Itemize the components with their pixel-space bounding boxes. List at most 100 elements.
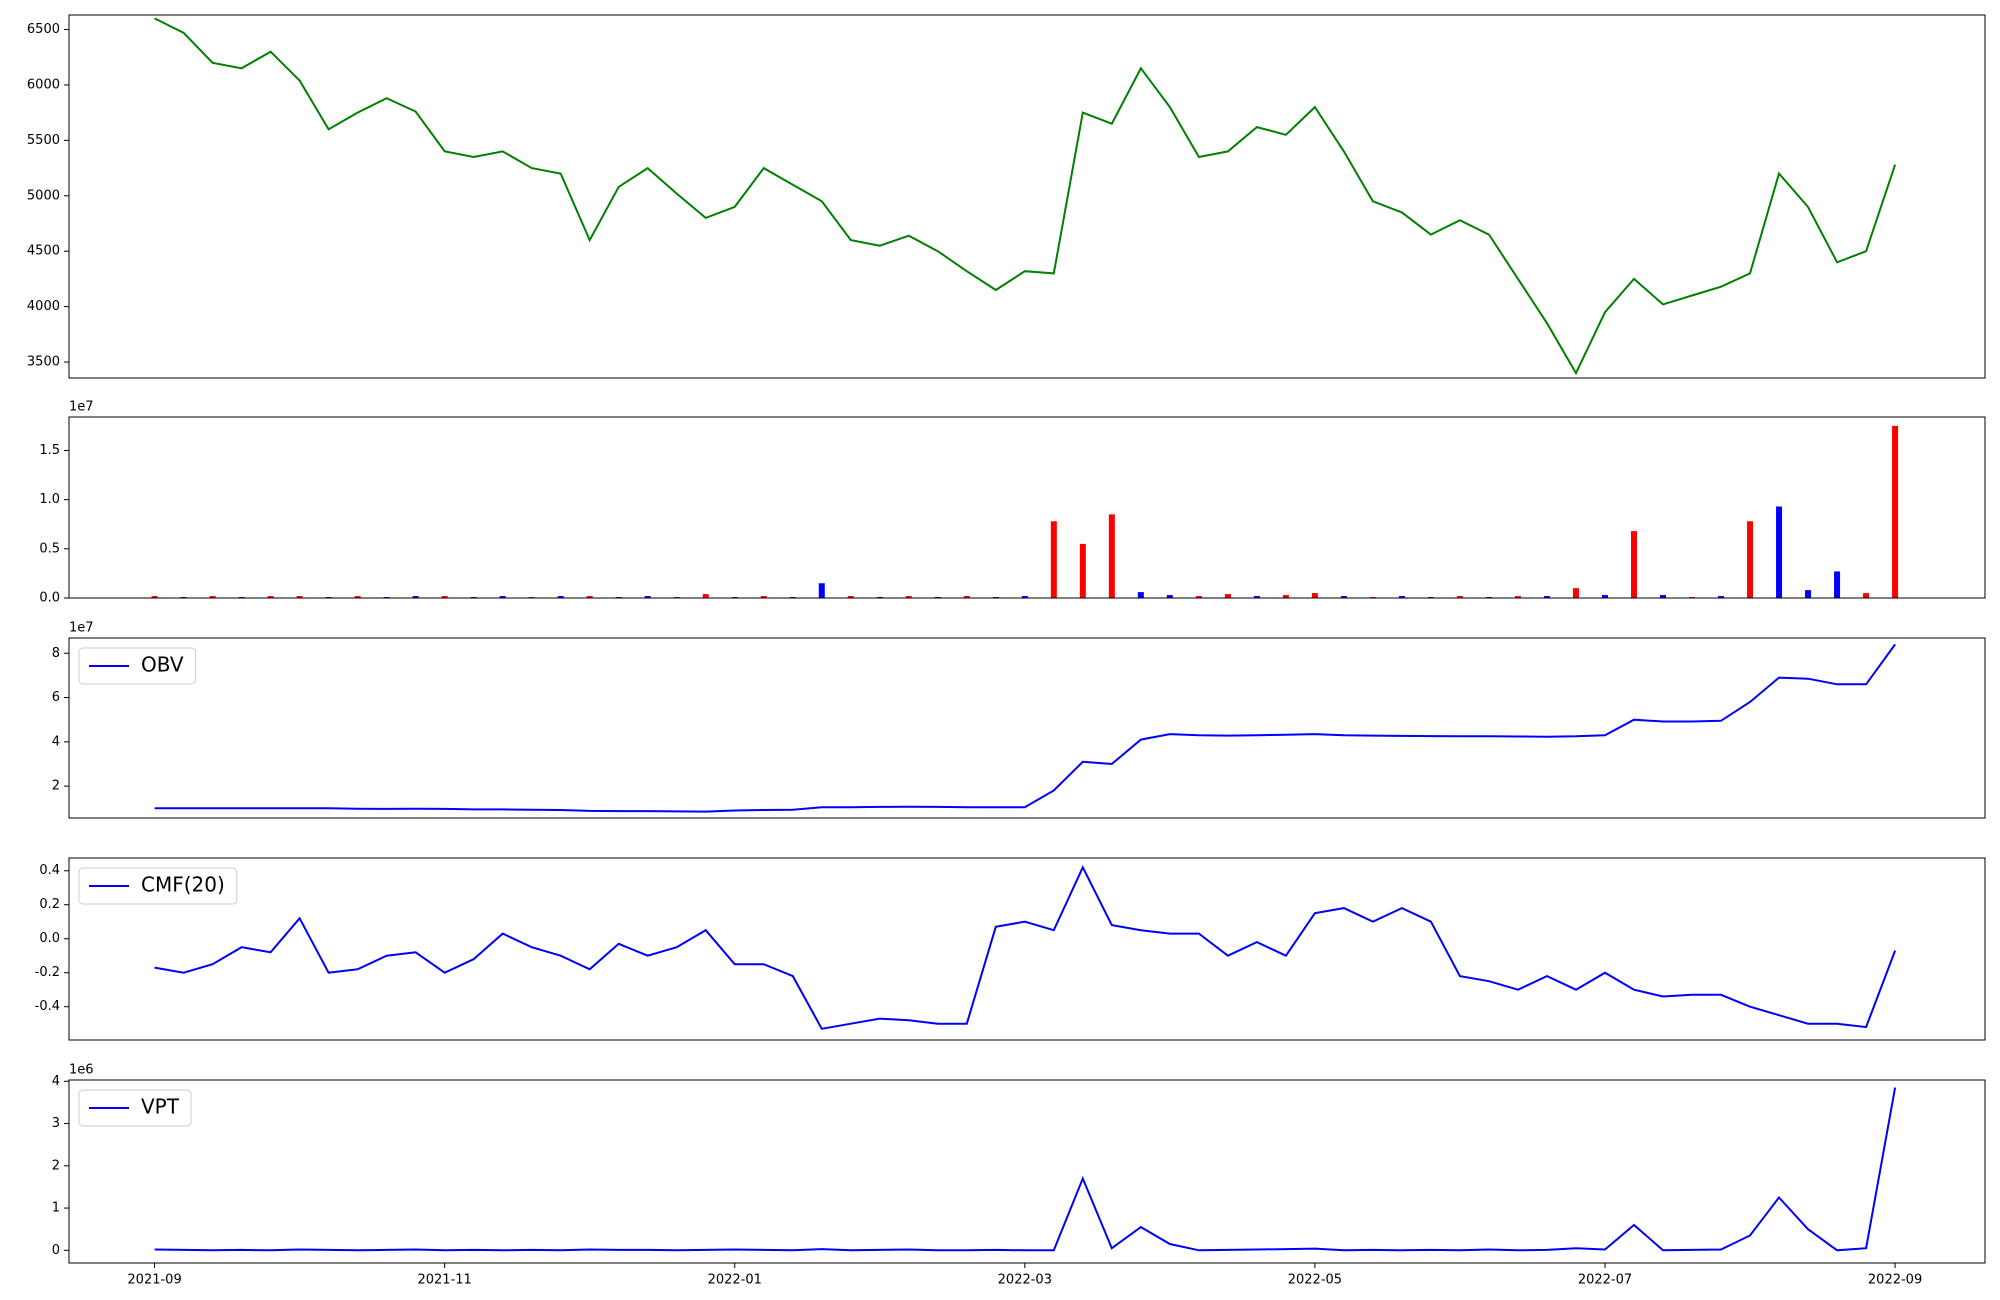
- y-tick-label: 1: [52, 1201, 60, 1216]
- bar: [702, 594, 709, 598]
- axes-frame: [68, 857, 1986, 1041]
- bar: [1050, 521, 1057, 598]
- axes-frame: [68, 14, 1986, 379]
- bar: [905, 596, 912, 598]
- bar: [644, 596, 651, 598]
- y-tick-label: 4000: [27, 299, 60, 314]
- x-tick-label: 2022-07: [1578, 1273, 1632, 1288]
- y-tick-label: 5500: [27, 133, 60, 148]
- bar: [1834, 571, 1841, 598]
- y-tick-label: 6000: [27, 77, 60, 92]
- bar: [1224, 594, 1231, 598]
- y-tick-label: 4: [52, 734, 60, 749]
- bar: [1572, 588, 1579, 598]
- offset-label: 1e6: [69, 1063, 94, 1078]
- legend-label: OBV: [141, 653, 184, 677]
- bar: [1776, 506, 1783, 598]
- bar: [1718, 596, 1725, 598]
- x-tick-label: 2021-09: [127, 1273, 181, 1288]
- bar: [1398, 596, 1405, 598]
- bar: [1282, 595, 1289, 598]
- bar: [1311, 593, 1318, 598]
- y-tick-label: 4: [52, 1074, 60, 1089]
- y-tick-label: 5000: [27, 188, 60, 203]
- legend: VPT: [78, 1089, 192, 1127]
- x-tick-label: 2022-09: [1868, 1273, 1922, 1288]
- bar: [1108, 514, 1115, 598]
- y-tick-label: 0.0: [39, 931, 60, 946]
- bar: [1253, 596, 1260, 598]
- legend-frame: [78, 1089, 192, 1127]
- y-tick-label: 3: [52, 1116, 60, 1131]
- bar: [1514, 596, 1521, 598]
- axes-frame: [68, 637, 1986, 819]
- bar: [1892, 425, 1899, 598]
- bar: [1195, 596, 1202, 598]
- bar: [586, 596, 593, 598]
- bar: [267, 596, 274, 598]
- x-tick-label: 2022-01: [708, 1273, 762, 1288]
- bar: [1863, 593, 1870, 598]
- y-tick-label: -0.2: [35, 965, 60, 980]
- y-tick-label: 1.0: [39, 492, 60, 507]
- y-tick-label: 2: [52, 1158, 60, 1173]
- bar: [760, 596, 767, 598]
- legend-label: CMF(20): [141, 873, 225, 897]
- y-tick-label: -0.4: [35, 999, 60, 1014]
- bar: [1166, 595, 1173, 598]
- y-tick-label: 4500: [27, 244, 60, 259]
- bar: [1137, 592, 1144, 598]
- x-tick-label: 2022-03: [998, 1273, 1052, 1288]
- y-tick-label: 1.5: [39, 443, 60, 458]
- legend-frame: [78, 867, 238, 905]
- y-tick-label: 0.0: [39, 591, 60, 606]
- panel: -0.4 -0.2 0.0 0.2 0.4 CMF(20): [35, 857, 1986, 1041]
- line: [154, 1087, 1897, 1252]
- offset-label: 1e7: [69, 621, 94, 636]
- bar: [1079, 543, 1086, 598]
- line: [154, 17, 1897, 376]
- bar: [296, 596, 303, 598]
- legend-frame: [78, 647, 197, 685]
- bar: [1021, 596, 1028, 598]
- bar: [1747, 521, 1754, 598]
- bar: [557, 596, 564, 598]
- panel: 0.0 0.5 1.0 1.5 1e7: [39, 400, 1986, 606]
- y-tick-label: 0.5: [39, 541, 60, 556]
- y-tick-label: 0: [52, 1243, 60, 1258]
- bar: [1456, 596, 1463, 598]
- bar: [818, 583, 825, 598]
- panel: 2 4 6 8 1e7 OBV: [52, 621, 1986, 819]
- bar: [1601, 595, 1608, 598]
- line: [154, 864, 1897, 1030]
- offset-label: 1e7: [69, 400, 94, 415]
- axes-frame: [68, 1079, 1986, 1264]
- y-tick-label: 6: [52, 690, 60, 705]
- bar: [847, 596, 854, 598]
- bar: [963, 596, 970, 598]
- y-tick-label: 8: [52, 646, 60, 661]
- panel: 0 1 2 3 4 2021-09 2021-11 2022-01 2022-03 2022-05…: [52, 1063, 1986, 1288]
- bar: [1660, 595, 1667, 598]
- panel: 3500 4000 4500 5000 5500 6000 6500: [27, 14, 1986, 379]
- y-tick-label: 3500: [27, 355, 60, 370]
- legend-label: VPT: [141, 1095, 180, 1119]
- line: [154, 643, 1896, 813]
- bar: [209, 596, 216, 598]
- legend: OBV: [78, 647, 197, 685]
- x-tick-label: 2021-11: [417, 1273, 471, 1288]
- y-tick-label: 2: [52, 779, 60, 794]
- y-tick-label: 0.2: [39, 897, 60, 912]
- bar: [1340, 596, 1347, 598]
- legend: CMF(20): [78, 867, 238, 905]
- bar: [354, 596, 361, 598]
- bar: [1805, 590, 1812, 598]
- bar: [1543, 596, 1550, 598]
- y-tick-label: 0.4: [39, 863, 60, 878]
- bar: [151, 596, 158, 598]
- y-tick-label: 6500: [27, 22, 60, 37]
- bar: [441, 596, 448, 598]
- x-tick-label: 2022-05: [1288, 1273, 1342, 1288]
- bar: [499, 596, 506, 598]
